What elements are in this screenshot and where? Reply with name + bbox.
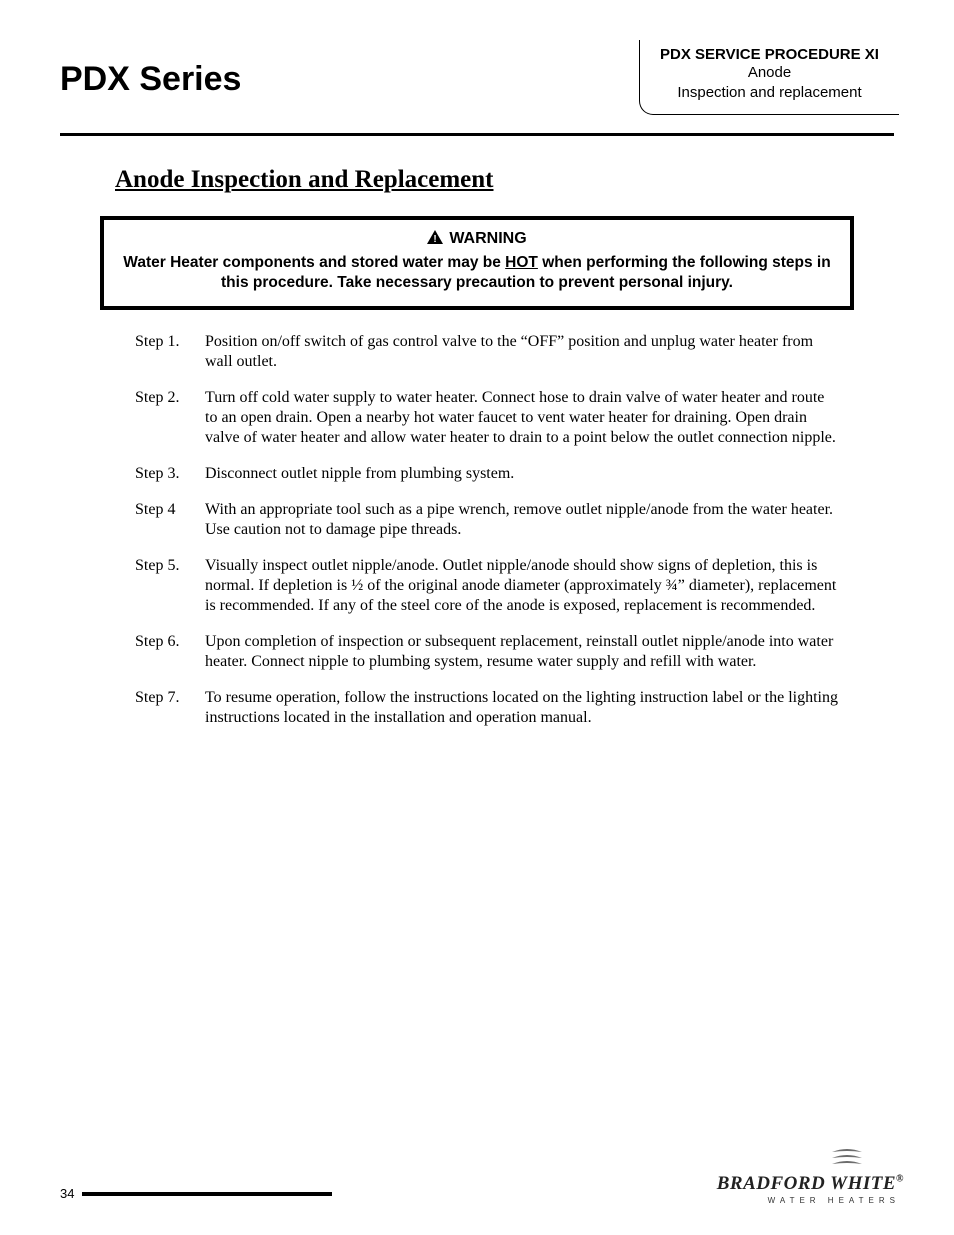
step-label: Step 5. [135,556,205,616]
step-text: To resume operation, follow the instruct… [205,688,839,728]
procedure-sub-2: Inspection and replacement [660,83,879,103]
header-rule [60,133,894,136]
procedure-title: PDX SERVICE PROCEDURE XI [660,46,879,63]
step-item: Step 5. Visually inspect outlet nipple/a… [135,556,839,616]
step-item: Step 7. To resume operation, follow the … [135,688,839,728]
brand-logo: BRADFORD WHITE® WATER HEATERS [717,1146,904,1205]
step-label: Step 2. [135,388,205,448]
section-heading: Anode Inspection and Replacement [115,166,894,194]
warning-text-pre: Water Heater components and stored water… [123,254,505,271]
footer: 34 BRADFORD WHITE® WATER HEATERS [60,1186,904,1201]
footer-rule [82,1192,332,1196]
logo-tagline: WATER HEATERS [717,1196,900,1205]
step-text: Turn off cold water supply to water heat… [205,388,839,448]
step-label: Step 7. [135,688,205,728]
step-item: Step 3. Disconnect outlet nipple from pl… [135,464,839,484]
warning-header: ! WARNING [427,230,526,249]
procedure-sub-1: Anode [660,63,879,83]
warning-text: Water Heater components and stored water… [120,253,834,295]
logo-registered-mark: ® [896,1174,904,1185]
step-text: Disconnect outlet nipple from plumbing s… [205,464,839,484]
warning-triangle-icon: ! [427,230,443,249]
step-label: Step 3. [135,464,205,484]
document-page: PDX Series PDX SERVICE PROCEDURE XI Anod… [0,0,954,1235]
steps-list: Step 1. Position on/off switch of gas co… [135,332,839,728]
step-item: Step 2. Turn off cold water supply to wa… [135,388,839,448]
logo-brand-name: BRADFORD WHITE [717,1173,896,1194]
series-title: PDX Series [60,60,241,99]
step-label: Step 1. [135,332,205,372]
warning-box: ! WARNING Water Heater components and st… [100,216,854,311]
step-item: Step 1. Position on/off switch of gas co… [135,332,839,372]
warning-label: WARNING [449,230,526,248]
svg-text:!: ! [434,234,437,244]
header-row: PDX Series PDX SERVICE PROCEDURE XI Anod… [60,40,894,115]
warning-hot: HOT [505,254,538,271]
step-label: Step 6. [135,632,205,672]
step-item: Step 4 With an appropriate tool such as … [135,500,839,540]
step-text: Upon completion of inspection or subsequ… [205,632,839,672]
step-text: Position on/off switch of gas control va… [205,332,839,372]
page-number: 34 [60,1186,74,1201]
logo-swoosh-icon [717,1146,864,1171]
step-item: Step 6. Upon completion of inspection or… [135,632,839,672]
logo-brand-text: BRADFORD WHITE® [717,1173,904,1195]
step-label: Step 4 [135,500,205,540]
step-text: With an appropriate tool such as a pipe … [205,500,839,540]
step-text: Visually inspect outlet nipple/anode. Ou… [205,556,839,616]
procedure-box: PDX SERVICE PROCEDURE XI Anode Inspectio… [639,40,899,115]
